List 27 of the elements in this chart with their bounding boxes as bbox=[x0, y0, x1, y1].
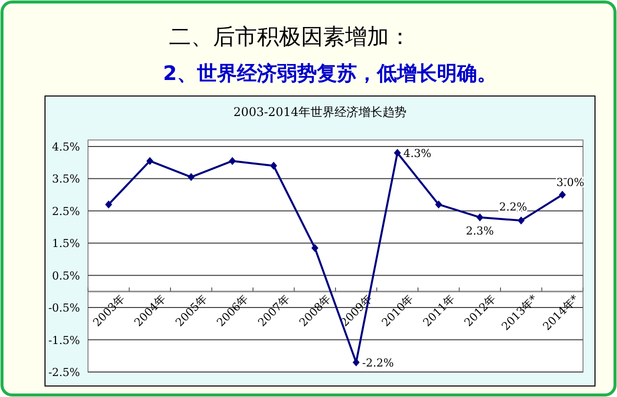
data-label: 4.3% bbox=[403, 146, 432, 160]
point bbox=[146, 156, 154, 165]
point bbox=[105, 200, 112, 208]
point bbox=[228, 156, 236, 165]
text: 二、后市积极因素增加： bbox=[169, 25, 411, 50]
point bbox=[188, 173, 195, 182]
y-tick-label: 1.5% bbox=[52, 237, 80, 250]
chart-title: 2003-2014年世界经济增长趋势 bbox=[233, 105, 407, 119]
point bbox=[270, 162, 278, 170]
point bbox=[558, 190, 566, 199]
y-tick-label: 2.5% bbox=[52, 204, 80, 218]
y-tick-label: -0.5% bbox=[48, 302, 80, 315]
y-tick-label: 4.5% bbox=[52, 140, 80, 154]
point bbox=[311, 244, 318, 252]
point bbox=[518, 216, 525, 225]
data-label: 2.3% bbox=[466, 224, 494, 238]
point bbox=[435, 200, 442, 208]
y-tick-label: -1.5% bbox=[48, 334, 80, 347]
text: 2、世界经济弱势复苏，低增长明确。 bbox=[163, 61, 497, 85]
y-tick-label: -2.5% bbox=[48, 366, 80, 379]
data-label: 2.2% bbox=[499, 200, 528, 214]
y-tick-label: 0.5% bbox=[52, 269, 80, 282]
data-label: -2.2% bbox=[362, 356, 394, 370]
data-label: 3.0% bbox=[556, 176, 584, 189]
point bbox=[394, 148, 401, 157]
point bbox=[476, 213, 484, 222]
y-tick-label: 3.5% bbox=[52, 172, 80, 186]
